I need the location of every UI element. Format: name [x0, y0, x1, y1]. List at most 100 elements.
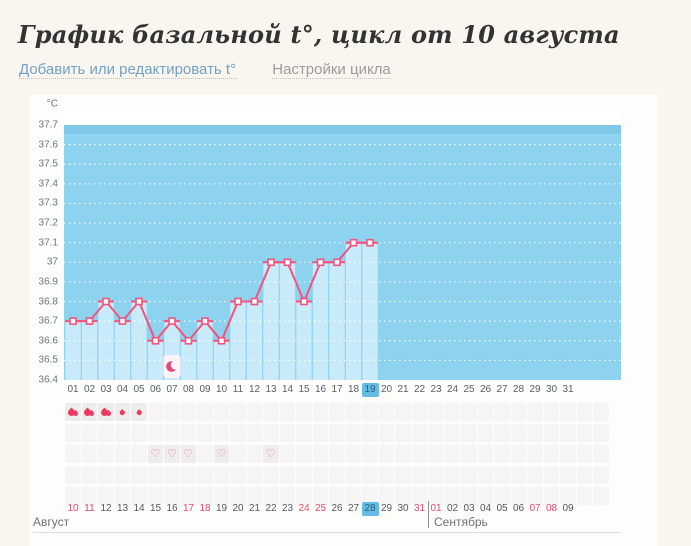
- cycle-day-label[interactable]: 20: [380, 384, 393, 395]
- calendar-date[interactable]: 11: [84, 503, 95, 514]
- cycle-day-label[interactable]: 13: [265, 384, 277, 395]
- cycle-day-label[interactable]: 05: [133, 384, 145, 395]
- calendar-date[interactable]: 23: [281, 503, 294, 514]
- y-axis-unit: °C: [46, 98, 58, 110]
- grid-cell-menstruation: [362, 403, 378, 421]
- calendar-date-current[interactable]: 28: [361, 502, 379, 516]
- grid-cell-intercourse: [494, 445, 510, 463]
- grid-cell-row-4: [114, 466, 130, 484]
- y-axis-tick: 37.6: [38, 139, 58, 151]
- y-axis-tick: 36.6: [38, 335, 58, 347]
- temperature-marker: [201, 317, 209, 325]
- cycle-day-label[interactable]: 14: [281, 384, 294, 395]
- calendar-date[interactable]: 31: [413, 503, 426, 514]
- cycle-settings-link[interactable]: Настройки цикла: [272, 61, 391, 79]
- grid-cell-row-5: [477, 487, 493, 505]
- grid-cell-menstruation: [197, 403, 213, 421]
- calendar-date[interactable]: 30: [397, 503, 409, 514]
- cycle-day-label[interactable]: 16: [314, 384, 327, 395]
- calendar-date[interactable]: 09: [562, 503, 574, 514]
- grid-cell-row-5: [246, 487, 262, 505]
- edit-temperature-link[interactable]: Добавить или редактировать t°: [19, 61, 237, 79]
- grid-cell-row-4: [527, 466, 543, 484]
- cycle-day-label[interactable]: 18: [347, 384, 360, 395]
- calendar-date[interactable]: 14: [133, 503, 145, 514]
- grid-cell-row-2: [527, 424, 543, 442]
- month-label-september: Сентябрь: [434, 515, 488, 529]
- cycle-day-label[interactable]: 15: [298, 384, 310, 395]
- cycle-day-label[interactable]: 27: [496, 384, 508, 395]
- x-axis: 01 02 03 04 05 06 07 08 09 10 11 12 13 14 15 16 17 18 19 20…: [30, 383, 657, 398]
- calendar-date[interactable]: 19: [215, 503, 228, 514]
- temperature-marker: [135, 297, 143, 306]
- calendar-date[interactable]: 26: [331, 503, 343, 514]
- calendar-date[interactable]: 29: [380, 503, 393, 514]
- grid-cell-row-4: [246, 466, 262, 484]
- cycle-day-label[interactable]: 29: [529, 384, 541, 395]
- calendar-date[interactable]: 17: [182, 503, 195, 514]
- cycle-day-label[interactable]: 03: [100, 384, 112, 395]
- calendar-date[interactable]: 15: [149, 503, 162, 514]
- calendar-date[interactable]: 22: [265, 503, 277, 514]
- calendar-date[interactable]: 10: [67, 503, 79, 514]
- cycle-day-label[interactable]: 28: [512, 384, 525, 395]
- calendar-date[interactable]: 21: [248, 503, 261, 514]
- calendar-date[interactable]: 13: [116, 503, 129, 514]
- calendar-date[interactable]: 12: [100, 503, 112, 514]
- cycle-day-label[interactable]: 09: [199, 384, 211, 395]
- grid-cell-menstruation: [312, 403, 328, 421]
- cycle-day-label[interactable]: 12: [248, 384, 261, 395]
- calendar-date[interactable]: 01: [430, 503, 442, 514]
- calendar-date[interactable]: 04: [479, 503, 492, 514]
- cycle-day-label[interactable]: 06: [149, 384, 162, 395]
- cycle-day-label[interactable]: 07: [166, 384, 178, 395]
- grid-cell-intercourse: [560, 445, 576, 463]
- cycle-day-label[interactable]: 24: [446, 384, 459, 395]
- calendar-date[interactable]: 25: [314, 503, 327, 514]
- calendar-date[interactable]: 20: [232, 503, 244, 514]
- cycle-day-label[interactable]: 11: [232, 384, 244, 395]
- cycle-day-label[interactable]: 31: [562, 384, 574, 395]
- calendar-date[interactable]: 16: [166, 503, 178, 514]
- grid-cell-row-4: [65, 466, 81, 484]
- grid-cell-row-4: [362, 466, 378, 484]
- calendar-date[interactable]: 08: [545, 503, 558, 514]
- cycle-day-label[interactable]: 25: [463, 384, 475, 395]
- cycle-day-label[interactable]: 02: [83, 384, 96, 395]
- cycle-day-label[interactable]: 30: [545, 384, 558, 395]
- grid-cell-row-4: [180, 466, 196, 484]
- grid-cell-intercourse: [114, 445, 130, 463]
- temperature-marker: [316, 258, 325, 267]
- grid-cell-row-2: [164, 424, 180, 442]
- grid-cell-intercourse: ♡: [147, 445, 163, 463]
- temperature-marker: [168, 317, 176, 325]
- calendar-date[interactable]: 18: [199, 503, 211, 514]
- calendar-date[interactable]: 05: [496, 503, 508, 514]
- grid-cell-row-2: [477, 424, 493, 442]
- cycle-day-label[interactable]: 17: [331, 384, 343, 395]
- calendar-date[interactable]: 07: [529, 503, 541, 514]
- month-label-august: Август: [33, 515, 70, 529]
- grid-cell-intercourse: ♡: [263, 445, 279, 463]
- calendar-date[interactable]: 06: [512, 503, 525, 514]
- cycle-day-label[interactable]: 21: [397, 384, 409, 395]
- calendar-date[interactable]: 24: [298, 503, 310, 514]
- y-axis-tick: 36.8: [38, 296, 58, 308]
- cycle-day-label[interactable]: 08: [182, 384, 195, 395]
- cycle-day-label[interactable]: 10: [215, 384, 228, 395]
- calendar-date[interactable]: 02: [446, 503, 459, 514]
- cycle-day-label[interactable]: 22: [413, 384, 426, 395]
- calendar-date[interactable]: 27: [347, 503, 360, 514]
- cycle-day-label[interactable]: 23: [430, 384, 442, 395]
- grid-cell-row-5: [312, 487, 328, 505]
- cycle-day-label[interactable]: 04: [116, 384, 129, 395]
- cycle-day-label-current[interactable]: 19: [361, 383, 379, 397]
- y-axis-tick: 37.2: [38, 217, 58, 229]
- drop-icon: [88, 409, 96, 418]
- temperature-marker: [333, 258, 341, 267]
- grid-cell-row-5: [362, 487, 378, 505]
- cycle-day-label[interactable]: 01: [67, 384, 79, 395]
- calendar-date[interactable]: 03: [463, 503, 475, 514]
- cycle-day-label[interactable]: 26: [479, 384, 492, 395]
- grid-cell-row-5: [98, 487, 114, 505]
